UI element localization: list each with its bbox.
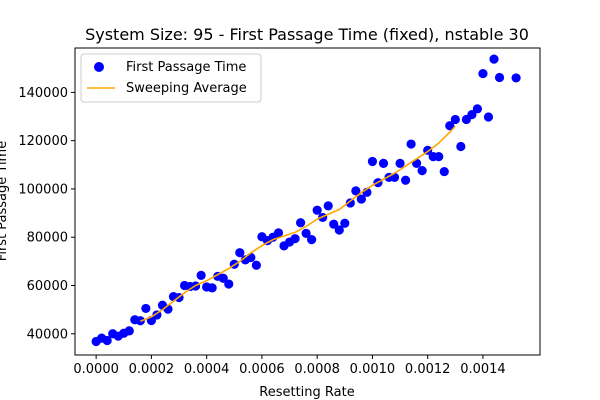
scatter-point [400, 175, 411, 185]
scatter-point [273, 228, 284, 238]
x-tick-label: 0.0008 [294, 362, 340, 377]
y-tick-label: 140000 [18, 86, 68, 101]
x-tick-label: 0.0002 [129, 362, 175, 377]
plot-frame [74, 47, 541, 356]
y-tick-label: 120000 [18, 134, 68, 149]
scatter-point [378, 158, 389, 168]
y-axis: 40000 60000 80000 100000 120000 140000 [18, 86, 75, 342]
x-tick-label: 0.0010 [350, 362, 396, 377]
scatter-point [351, 186, 361, 196]
scatter-point [307, 235, 317, 245]
scatter-point [207, 283, 217, 293]
scatter-point [450, 114, 460, 125]
scatter-point [345, 198, 355, 208]
legend-label-scatter: First Passage Time [126, 60, 246, 75]
scatter-point [251, 260, 261, 270]
scatter-point [456, 141, 466, 152]
scatter-point [340, 218, 350, 228]
x-tick-label: 0.0004 [184, 362, 230, 377]
x-tick-label: 0.0000 [73, 362, 119, 377]
legend-marker-scatter [94, 62, 104, 72]
y-tick-label: 80000 [27, 231, 68, 246]
scatter-point [417, 166, 427, 176]
scatter-series [91, 54, 521, 347]
scatter-point [478, 68, 488, 79]
y-tick-label: 60000 [27, 279, 68, 294]
chart-title: System Size: 95 - First Passage Time (fi… [85, 25, 529, 44]
scatter-point [467, 110, 477, 120]
x-tick-label: 0.0014 [460, 362, 506, 377]
scatter-point [334, 225, 344, 235]
x-axis: 0.0000 0.0002 0.0004 0.0006 0.0008 0.0010 0.00… [73, 355, 506, 377]
sweeping-average-line [140, 125, 456, 322]
scatter-point [102, 335, 112, 346]
scatter-point [434, 152, 444, 162]
scatter-point [439, 166, 449, 177]
scatter-point [246, 252, 256, 263]
y-axis-label: First Passage Time [0, 141, 10, 261]
scatter-point [224, 279, 234, 289]
scatter-point [489, 54, 499, 64]
x-tick-label: 0.0006 [239, 362, 285, 377]
x-tick-label: 0.0012 [405, 362, 451, 377]
scatter-point [329, 219, 339, 229]
scatter-point [356, 194, 366, 204]
y-tick-label: 40000 [27, 327, 68, 342]
x-axis-label: Resetting Rate [259, 385, 354, 400]
legend-box [80, 53, 262, 103]
plot-area [91, 54, 521, 347]
scatter-point [295, 218, 306, 228]
scatter-point [445, 121, 455, 131]
scatter-point [367, 156, 378, 167]
scatter-point [511, 73, 521, 83]
y-tick-label: 100000 [18, 182, 68, 197]
scatter-point [290, 234, 300, 244]
scatter-point [483, 112, 494, 122]
scatter-point [218, 273, 228, 283]
scatter-point [323, 201, 333, 211]
scatter-point [312, 205, 322, 215]
scatter-point [472, 104, 483, 114]
scatter-point [395, 158, 405, 168]
scatter-point [494, 72, 505, 83]
legend-label-line: Sweeping Average [126, 81, 247, 96]
legend: First Passage Time Sweeping Average [80, 53, 262, 103]
scatter-point [124, 326, 134, 336]
scatter-point [141, 303, 151, 314]
scatter-point [196, 270, 206, 280]
scatter-point [235, 248, 245, 258]
scatter-point [301, 228, 311, 238]
scatter-point [406, 139, 416, 149]
